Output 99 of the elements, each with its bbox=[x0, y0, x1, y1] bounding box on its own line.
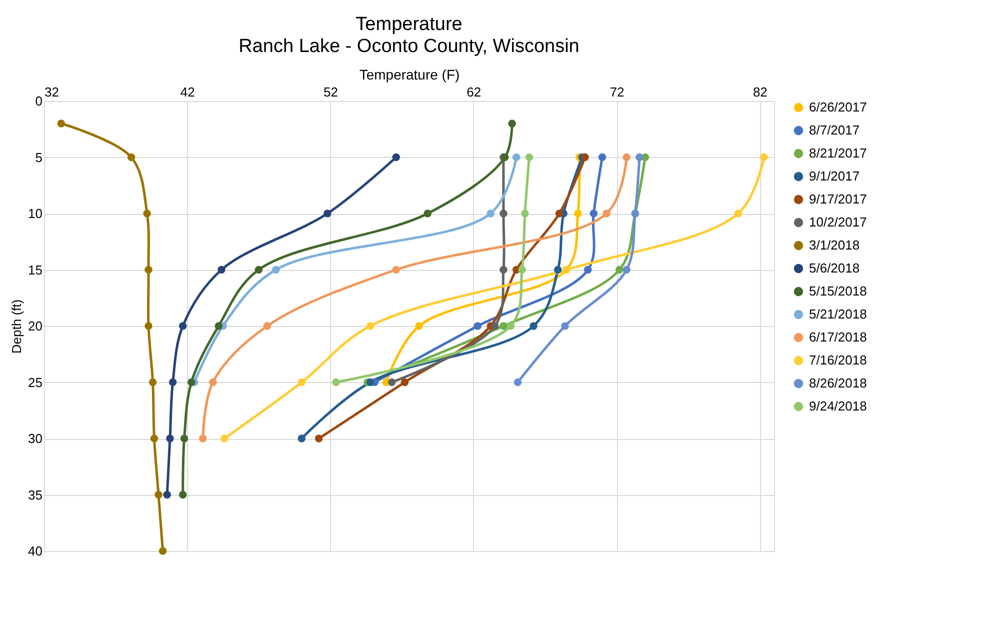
point bbox=[491, 322, 499, 330]
point bbox=[561, 322, 569, 330]
chart-title: Temperature bbox=[356, 14, 462, 35]
legend-label: 5/15/2018 bbox=[809, 284, 867, 298]
point bbox=[512, 153, 520, 162]
point bbox=[263, 322, 272, 330]
point bbox=[392, 153, 400, 162]
legend-label: 5/6/2018 bbox=[809, 260, 860, 276]
point bbox=[314, 434, 323, 442]
point bbox=[218, 266, 226, 274]
point bbox=[574, 210, 582, 218]
x-axis-title: Temperature (F) bbox=[359, 66, 460, 82]
point bbox=[144, 266, 152, 274]
legend-label: 10/2/2017 bbox=[809, 214, 867, 230]
point bbox=[332, 378, 340, 386]
point bbox=[500, 266, 508, 274]
x-tick-label: 72 bbox=[610, 84, 624, 100]
point bbox=[127, 153, 136, 162]
point bbox=[154, 490, 162, 499]
point bbox=[144, 322, 152, 330]
point bbox=[57, 120, 66, 128]
point bbox=[760, 153, 768, 162]
legend-label: 7/16/2018 bbox=[809, 352, 867, 368]
point bbox=[178, 322, 187, 330]
point bbox=[166, 434, 174, 442]
legend-label: 5/21/2018 bbox=[809, 306, 867, 322]
point bbox=[180, 434, 188, 442]
point bbox=[209, 378, 217, 386]
point bbox=[163, 490, 171, 499]
y-tick-label: 30 bbox=[28, 431, 42, 446]
point bbox=[525, 153, 534, 162]
y-tick-label: 0 bbox=[35, 94, 42, 108]
y-tick-label: 40 bbox=[28, 544, 42, 558]
point bbox=[555, 210, 564, 218]
point bbox=[188, 378, 196, 386]
legend-label: 6/26/2017 bbox=[809, 100, 867, 114]
x-tick-label: 62 bbox=[466, 84, 482, 100]
point bbox=[392, 266, 400, 274]
point bbox=[636, 153, 644, 162]
point bbox=[199, 434, 207, 442]
point bbox=[554, 266, 562, 274]
y-tick-label: 35 bbox=[28, 487, 42, 502]
x-tick-label: 52 bbox=[324, 84, 338, 100]
legend-label: 8/21/2017 bbox=[809, 146, 867, 160]
legend-label: 6/17/2018 bbox=[809, 330, 867, 344]
y-axis-title: Depth (ft) bbox=[9, 299, 24, 354]
x-tick-label: 32 bbox=[44, 84, 59, 100]
point bbox=[518, 266, 526, 274]
point bbox=[366, 378, 374, 386]
point bbox=[158, 547, 167, 555]
x-tick-label: 82 bbox=[752, 84, 768, 100]
y-tick-label: 5 bbox=[35, 150, 42, 165]
point bbox=[486, 210, 494, 218]
point bbox=[324, 210, 332, 218]
point bbox=[298, 434, 306, 442]
legend-label: 3/1/2018 bbox=[809, 238, 860, 252]
point bbox=[388, 378, 396, 386]
point bbox=[530, 322, 538, 330]
y-tick-label: 20 bbox=[28, 318, 42, 334]
point bbox=[500, 322, 508, 330]
point bbox=[272, 266, 280, 274]
point bbox=[581, 153, 589, 162]
legend-label: 8/7/2017 bbox=[809, 122, 860, 138]
point bbox=[220, 434, 228, 442]
point bbox=[500, 210, 508, 218]
point bbox=[168, 378, 177, 386]
y-tick-label: 15 bbox=[28, 262, 42, 278]
legend-label: 9/17/2017 bbox=[809, 192, 867, 206]
legend-label: 8/26/2018 bbox=[809, 376, 867, 390]
y-tick-label: 10 bbox=[28, 206, 42, 221]
point bbox=[584, 266, 592, 274]
legend-label: 9/24/2018 bbox=[809, 398, 867, 414]
legend-label: 9/1/2017 bbox=[809, 168, 860, 184]
point bbox=[622, 153, 630, 162]
point bbox=[506, 322, 514, 330]
point bbox=[298, 378, 306, 386]
point bbox=[214, 322, 222, 330]
point bbox=[254, 266, 263, 274]
point bbox=[514, 378, 522, 386]
point bbox=[622, 266, 630, 274]
point bbox=[400, 378, 409, 386]
point bbox=[366, 322, 374, 330]
point bbox=[508, 120, 516, 128]
point bbox=[598, 153, 606, 162]
point bbox=[415, 322, 423, 330]
point bbox=[602, 210, 610, 218]
point bbox=[143, 210, 151, 218]
x-tick-label: 42 bbox=[180, 84, 195, 100]
chart-subtitle: Ranch Lake - Oconto County, Wisconsin bbox=[238, 36, 580, 57]
point bbox=[424, 210, 432, 218]
y-tick-label: 25 bbox=[28, 374, 42, 390]
point bbox=[734, 210, 742, 218]
point bbox=[590, 210, 598, 218]
point bbox=[474, 322, 482, 330]
point bbox=[148, 378, 157, 386]
point bbox=[150, 434, 158, 442]
point bbox=[521, 210, 529, 218]
point bbox=[616, 266, 624, 274]
point bbox=[178, 490, 187, 499]
